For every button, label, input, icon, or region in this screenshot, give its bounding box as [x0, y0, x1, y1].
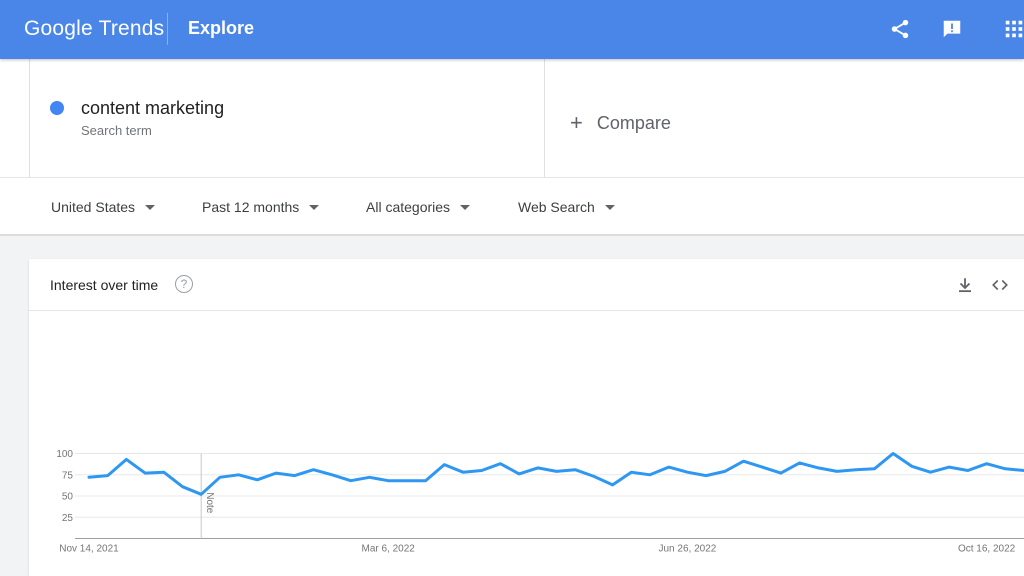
search-term-label[interactable]: content marketing	[81, 98, 225, 118]
embed-code-icon[interactable]	[991, 276, 1009, 294]
google-trends-logo[interactable]: Google Trends	[24, 17, 165, 40]
card-header: Interest over time ?	[29, 259, 1024, 311]
data-point[interactable]	[778, 470, 784, 476]
data-point[interactable]	[273, 470, 279, 476]
note-label[interactable]: Note	[204, 492, 215, 514]
data-point[interactable]	[722, 468, 728, 474]
data-point[interactable]	[348, 478, 354, 484]
search-type-dropdown[interactable]: Web Search	[518, 199, 615, 215]
x-tick-label: Jun 26, 2022	[658, 544, 716, 555]
category-label: All categories	[366, 199, 451, 215]
data-point[interactable]	[928, 469, 934, 475]
data-point[interactable]	[628, 469, 634, 475]
x-tick-label: Mar 6, 2022	[362, 544, 416, 555]
header-divider	[167, 13, 168, 45]
data-point[interactable]	[647, 472, 653, 478]
y-tick-label: 50	[62, 492, 74, 503]
data-point[interactable]	[198, 491, 204, 497]
data-point[interactable]	[815, 465, 821, 471]
region-dropdown[interactable]: United States	[51, 199, 156, 215]
chevron-down-icon	[604, 204, 615, 210]
data-point[interactable]	[554, 468, 560, 474]
term-color-dot	[50, 101, 64, 115]
top-bar: Google Trends Explore	[0, 0, 1024, 59]
region-label: United States	[51, 199, 136, 215]
share-icon[interactable]	[889, 18, 911, 40]
data-point[interactable]	[984, 461, 990, 467]
data-point[interactable]	[236, 472, 242, 478]
page-title: Explore	[188, 18, 255, 38]
data-point[interactable]	[703, 473, 709, 479]
data-point[interactable]	[217, 474, 223, 480]
time-range-label: Past 12 months	[202, 199, 300, 215]
data-point[interactable]	[142, 470, 148, 476]
data-point[interactable]	[1002, 466, 1008, 472]
data-point[interactable]	[441, 462, 447, 468]
data-point[interactable]	[479, 468, 485, 474]
data-point[interactable]	[591, 473, 597, 479]
data-point[interactable]	[965, 468, 971, 474]
data-point[interactable]	[86, 474, 92, 480]
data-point[interactable]	[460, 469, 466, 475]
interest-over-time-card: Interest over time ? 25 50 75 100 Note Nov 14…	[29, 259, 1024, 576]
data-point[interactable]	[871, 466, 877, 472]
y-tick-label: 25	[62, 513, 74, 524]
filter-bar: United States Past 12 months All categor…	[0, 177, 1024, 236]
category-dropdown[interactable]: All categories	[366, 199, 471, 215]
apps-grid-icon[interactable]	[1003, 18, 1024, 40]
data-point[interactable]	[890, 451, 896, 457]
download-icon[interactable]	[956, 276, 974, 294]
data-point[interactable]	[853, 467, 859, 473]
data-point[interactable]	[329, 472, 335, 478]
search-term-type: Search term	[81, 123, 152, 138]
compare-label: Compare	[596, 113, 671, 133]
data-point[interactable]	[610, 482, 616, 488]
card-title: Interest over time	[50, 277, 159, 293]
chevron-down-icon	[145, 204, 156, 210]
feedback-icon[interactable]	[941, 18, 963, 40]
data-point[interactable]	[123, 456, 129, 462]
x-tick-label: Oct 16, 2022	[958, 544, 1016, 555]
data-point[interactable]	[180, 484, 186, 490]
data-point[interactable]	[254, 477, 260, 483]
time-range-dropdown[interactable]: Past 12 months	[202, 199, 320, 215]
series-line-content-marketing[interactable]	[87, 452, 1024, 496]
data-point[interactable]	[535, 465, 541, 471]
chevron-down-icon	[460, 204, 471, 210]
data-point[interactable]	[161, 469, 167, 475]
data-point[interactable]	[946, 464, 952, 470]
data-point[interactable]	[310, 467, 316, 473]
data-point[interactable]	[666, 464, 672, 470]
help-icon[interactable]: ?	[175, 275, 193, 293]
data-point[interactable]	[292, 473, 298, 479]
compare-button[interactable]: + Compare	[570, 109, 671, 135]
data-point[interactable]	[497, 461, 503, 467]
search-term-box[interactable]: content marketing Search term	[29, 59, 545, 177]
data-point[interactable]	[105, 473, 111, 479]
search-type-label: Web Search	[518, 199, 595, 215]
data-point[interactable]	[367, 474, 373, 480]
search-terms-area: content marketing Search term + Compare	[0, 59, 1024, 177]
x-tick-label: Nov 14, 2021	[59, 544, 119, 555]
interest-chart: 25 50 75 100 Note Nov 14, 2021 Mar 6, 2022 Jun …	[56, 449, 1024, 555]
data-point[interactable]	[684, 469, 690, 475]
y-tick-label: 75	[62, 470, 74, 481]
data-point[interactable]	[797, 460, 803, 466]
data-point[interactable]	[516, 471, 522, 477]
data-point[interactable]	[404, 478, 410, 484]
data-point[interactable]	[909, 463, 915, 469]
plus-icon: +	[570, 110, 583, 135]
data-point[interactable]	[385, 478, 391, 484]
chevron-down-icon	[309, 204, 320, 210]
data-point[interactable]	[572, 467, 578, 473]
data-point[interactable]	[741, 458, 747, 464]
data-point[interactable]	[423, 478, 429, 484]
y-tick-label: 100	[56, 449, 73, 460]
data-point[interactable]	[759, 464, 765, 470]
data-point[interactable]	[834, 468, 840, 474]
